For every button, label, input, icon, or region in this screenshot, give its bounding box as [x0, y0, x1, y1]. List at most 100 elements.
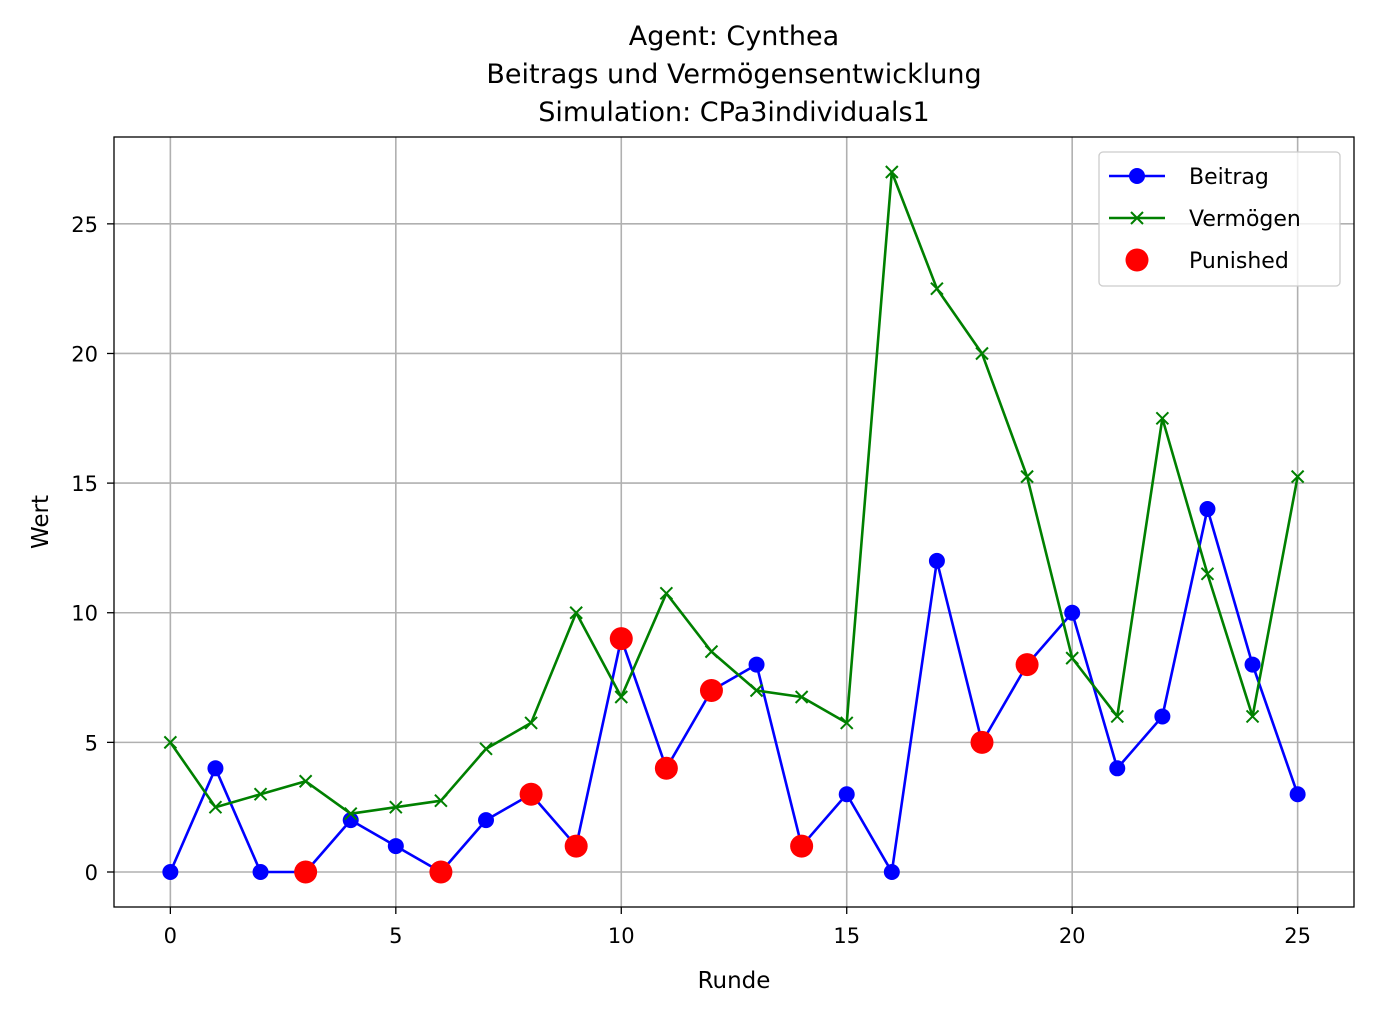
grid — [114, 137, 1354, 907]
data-point-vermoegen-stroke — [794, 690, 809, 704]
data-point-beitrag — [838, 786, 855, 803]
data-point-beitrag — [162, 864, 179, 880]
data-point-beitrag — [748, 656, 765, 673]
data-point-vermoegen — [1065, 651, 1079, 665]
data-point-vermoegen — [749, 683, 764, 698]
data-point-vermoegen — [704, 644, 719, 659]
punished-point — [609, 627, 633, 651]
x-tick-label: 20 — [1059, 924, 1086, 948]
data-point-vermoegen — [208, 800, 223, 814]
data-point-vermoegen-stroke — [1200, 567, 1215, 581]
data-point-vermoegen — [1110, 709, 1124, 724]
x-tick-label: 0 — [164, 924, 177, 948]
data-point-vermoegen-stroke — [524, 716, 538, 730]
y-tick-label: 10 — [71, 602, 98, 626]
plot-series — [162, 165, 1306, 884]
data-point-vermoegen-stroke — [253, 787, 268, 801]
data-point-vermoegen — [614, 690, 628, 704]
punished-point — [699, 679, 723, 703]
data-point-beitrag — [207, 760, 224, 777]
data-point-vermoegen-stroke — [1110, 709, 1124, 724]
punished-point — [564, 834, 588, 858]
data-point-beitrag — [478, 812, 494, 829]
data-point-vermoegen — [1200, 567, 1215, 581]
data-point-vermoegen-stroke — [749, 683, 764, 698]
legend: Beitrag Vermögen Punished — [1098, 151, 1341, 287]
y-tick-label: 5 — [85, 731, 98, 755]
data-point-vermoegen-stroke — [1245, 709, 1260, 724]
data-point-vermoegen-stroke — [840, 716, 854, 730]
data-point-beitrag — [1109, 760, 1126, 777]
data-point-vermoegen-stroke — [569, 606, 583, 620]
legend-marker-beitrag — [1129, 168, 1145, 184]
data-point-beitrag — [252, 864, 269, 880]
legend-label: Vermögen — [1189, 207, 1301, 232]
series-line-vermgen — [169, 170, 1299, 815]
data-point-vermoegen — [659, 586, 674, 601]
data-point-vermoegen-stroke — [659, 586, 674, 601]
data-point-vermoegen-stroke — [1020, 469, 1034, 484]
data-point-vermoegen — [389, 800, 403, 814]
data-point-vermoegen — [1020, 469, 1034, 484]
data-point-vermoegen-stroke — [885, 165, 899, 179]
legend-marker-vermoegen-stroke — [1130, 211, 1144, 225]
chart-title: Agent: Cynthea Beitrags und Vermögensentw… — [486, 21, 981, 128]
x-axis-label: Runde — [698, 968, 771, 994]
data-point-vermoegen-stroke — [208, 800, 223, 814]
data-point-vermoegen-stroke — [930, 281, 944, 296]
data-point-vermoegen-stroke — [1065, 651, 1079, 665]
chart-title-line: Simulation: CPa3individuals1 — [538, 97, 929, 128]
data-point-vermoegen — [840, 716, 854, 730]
data-point-vermoegen-stroke — [389, 800, 403, 814]
data-point-beitrag — [1199, 501, 1216, 518]
axis-ticks: 0 5 10 15 20 25 0 5 10 15 20 25 — [71, 213, 1311, 948]
data-point-vermoegen — [253, 787, 268, 801]
data-point-vermoegen — [1245, 709, 1260, 724]
x-tick-label: 25 — [1284, 924, 1311, 948]
data-point-vermoegen-stroke — [614, 690, 628, 704]
data-point-vermoegen-stroke — [1155, 411, 1170, 426]
data-point-beitrag — [1289, 786, 1306, 803]
data-point-vermoegen — [885, 165, 899, 179]
data-point-vermoegen — [975, 346, 989, 361]
legend-marker-punished — [1125, 248, 1149, 272]
data-point-beitrag — [1244, 656, 1261, 673]
data-point-vermoegen — [930, 281, 944, 296]
punished-point — [970, 730, 994, 754]
punished-point — [1015, 653, 1039, 677]
data-point-beitrag — [342, 812, 359, 829]
data-point-vermoegen — [434, 793, 448, 808]
data-point-beitrag — [1064, 604, 1081, 621]
data-point-vermoegen — [479, 742, 493, 756]
legend-marker-vermoegen — [1130, 211, 1144, 225]
data-point-beitrag — [883, 864, 900, 880]
data-point-vermoegen — [1290, 469, 1305, 484]
data-point-beitrag — [1154, 708, 1171, 725]
data-point-vermoegen-stroke — [434, 793, 448, 808]
punished-point — [654, 756, 678, 780]
data-point-vermoegen-stroke — [344, 806, 358, 821]
data-point-vermoegen-stroke — [298, 774, 313, 788]
data-point-vermoegen-stroke — [479, 742, 493, 756]
chart-title-line: Agent: Cynthea — [629, 21, 839, 52]
x-tick-label: 15 — [833, 924, 860, 948]
punished-point — [294, 860, 318, 884]
data-point-vermoegen — [163, 735, 178, 750]
data-point-vermoegen — [524, 716, 538, 730]
data-point-vermoegen-stroke — [975, 346, 989, 361]
legend-label: Punished — [1189, 249, 1289, 274]
legend-label: Beitrag — [1189, 165, 1269, 190]
data-point-vermoegen — [569, 606, 583, 620]
data-point-vermoegen — [344, 806, 358, 821]
punished-point — [429, 860, 453, 884]
series-line-beitrag — [169, 507, 1299, 874]
punished-point — [790, 834, 814, 858]
y-tick-label: 0 — [85, 861, 98, 885]
data-point-beitrag — [387, 838, 404, 855]
y-tick-label: 20 — [71, 342, 98, 366]
plot-frame — [113, 136, 1355, 908]
legend-box — [1098, 151, 1341, 287]
data-point-vermoegen-stroke — [704, 644, 719, 659]
y-axis-label: Wert — [28, 495, 54, 549]
